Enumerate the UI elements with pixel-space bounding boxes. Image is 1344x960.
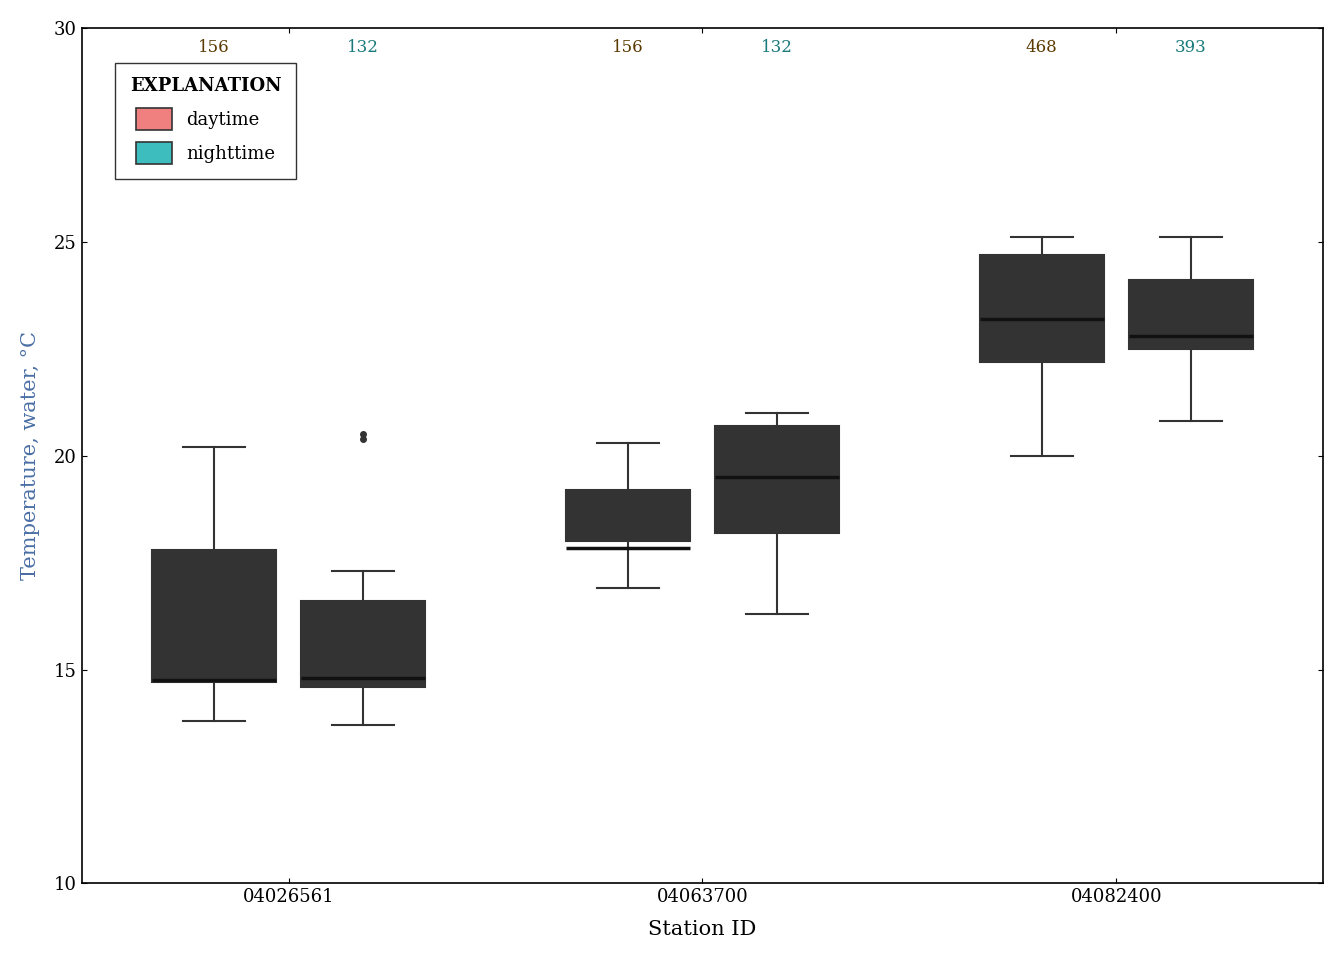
PathPatch shape [152, 550, 276, 683]
Y-axis label: Temperature, water, °C: Temperature, water, °C [22, 331, 40, 580]
X-axis label: Station ID: Station ID [648, 921, 757, 939]
PathPatch shape [980, 254, 1103, 362]
Text: 156: 156 [612, 38, 644, 56]
PathPatch shape [301, 601, 425, 686]
Text: 393: 393 [1175, 38, 1207, 56]
Text: 132: 132 [761, 38, 793, 56]
PathPatch shape [715, 425, 839, 533]
Text: 468: 468 [1025, 38, 1058, 56]
Text: 156: 156 [198, 38, 230, 56]
PathPatch shape [1129, 280, 1253, 348]
Legend: daytime, nighttime: daytime, nighttime [116, 62, 296, 179]
PathPatch shape [566, 490, 689, 541]
Text: 132: 132 [347, 38, 379, 56]
